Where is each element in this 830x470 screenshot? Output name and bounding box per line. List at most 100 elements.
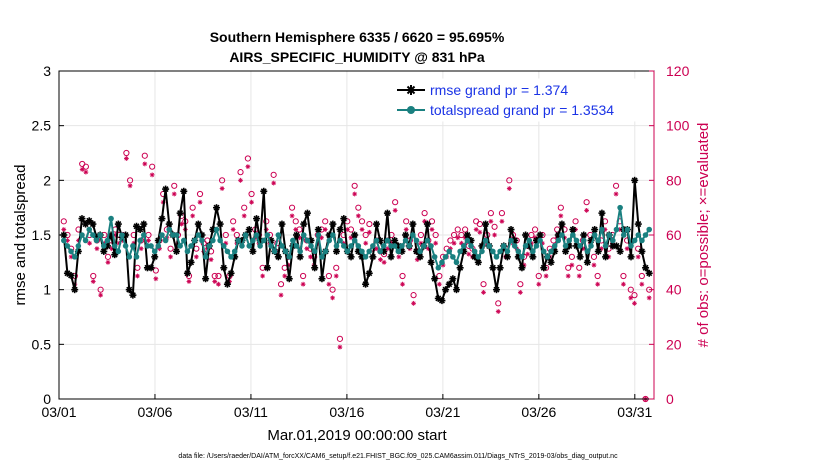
obs-possible-marker <box>612 182 620 189</box>
obs-evaluated-marker <box>138 246 144 252</box>
series-point-spread <box>151 248 158 255</box>
series-point-rmse <box>194 220 202 228</box>
obs-evaluated-marker <box>219 186 225 191</box>
obs-evaluated-marker <box>632 300 637 306</box>
obs-possible-marker <box>410 292 417 299</box>
obs-possible-marker <box>476 220 483 228</box>
obs-possible-marker <box>403 218 410 225</box>
series-point-rmse <box>362 280 370 288</box>
series-point-spread <box>100 243 107 249</box>
series-point-rmse <box>456 264 464 272</box>
series-point-rmse <box>387 253 395 261</box>
series-point-spread <box>450 254 456 260</box>
obs-evaluated-marker <box>355 213 361 219</box>
obs-evaluated-marker <box>595 281 601 287</box>
series-point-spread <box>166 226 173 233</box>
y-tick-label: 0 <box>43 391 51 407</box>
obs-possible-marker <box>82 163 89 170</box>
series-point-spread <box>482 237 489 244</box>
series-point-spread <box>217 237 223 244</box>
series-point-rmse <box>503 253 511 261</box>
series-point-rmse <box>438 297 446 305</box>
series-point-spread <box>595 237 602 244</box>
series-point-spread <box>239 243 245 249</box>
series-point-rmse <box>489 264 497 272</box>
series-point-spread <box>71 254 78 260</box>
series-point-spread <box>220 243 227 249</box>
obs-possible-marker <box>366 220 373 228</box>
obs-evaluated-marker <box>208 257 214 262</box>
series-point-spread <box>515 248 522 255</box>
series-point-rmse <box>562 247 570 255</box>
series-point-rmse <box>427 258 435 266</box>
series-point-spread <box>522 243 529 249</box>
obs-evaluated-marker <box>591 262 597 268</box>
obs-possible-marker <box>233 231 240 239</box>
series-point-spread <box>111 243 118 249</box>
obs-possible-marker <box>454 226 461 233</box>
series-point-spread <box>602 243 609 249</box>
series-point-spread <box>86 226 93 233</box>
obs-possible-marker <box>152 267 159 274</box>
series-point-rmse <box>71 286 79 294</box>
series-point-spread <box>275 232 282 238</box>
series-point-spread <box>228 254 234 260</box>
series-point-rmse <box>311 264 319 272</box>
series-point-spread <box>580 237 587 244</box>
obs-evaluated-marker <box>569 262 575 268</box>
series-point-rmse <box>158 215 166 223</box>
chart-subtitle: AIRS_SPECIFIC_HUMIDITY @ 831 hPa <box>229 49 485 65</box>
obs-evaluated-marker <box>322 227 328 232</box>
y2-tick-label: 100 <box>666 118 690 134</box>
y-tick-label: 1.5 <box>32 227 52 243</box>
legend: rmse grand pr = 1.374 totalspread grand … <box>391 78 651 122</box>
series-point-rmse <box>151 253 159 261</box>
series-point-spread <box>631 237 638 244</box>
obs-evaluated-marker <box>639 281 645 287</box>
series-point-rmse <box>631 176 639 184</box>
series-point-spread <box>570 232 576 238</box>
series-point-spread <box>537 237 543 244</box>
series-point-spread <box>417 248 423 255</box>
obs-possible-marker <box>517 281 524 288</box>
series-point-spread <box>588 243 594 249</box>
series-point-spread <box>370 243 376 249</box>
series-point-spread <box>410 232 416 238</box>
series-point-rmse <box>300 220 308 228</box>
series-point-rmse <box>162 185 170 193</box>
series-point-spread <box>399 243 405 249</box>
series-point-spread <box>260 237 267 244</box>
series-point-spread <box>497 248 503 255</box>
series-point-rmse <box>136 226 144 234</box>
series-point-spread <box>435 265 442 271</box>
series-point-spread <box>202 254 209 260</box>
obs-possible-marker <box>215 272 222 280</box>
obs-evaluated-marker <box>142 161 148 167</box>
series-point-spread <box>380 243 387 249</box>
obs-evaluated-marker <box>197 199 203 205</box>
series-point-spread <box>322 248 329 255</box>
series-point-spread <box>526 237 533 244</box>
obs-possible-marker <box>557 204 564 211</box>
obs-evaluated-marker <box>411 300 416 306</box>
obs-evaluated-marker <box>455 235 461 241</box>
series-point-rmse <box>540 264 548 272</box>
x-axis-ticks: 03/01 03/06 03/11 03/16 03/21 03/26 03/31 <box>41 394 653 420</box>
series-point-spread <box>148 243 154 249</box>
obs-possible-marker <box>362 231 369 239</box>
series-point-rmse <box>452 286 460 294</box>
series-point-rmse <box>449 275 457 283</box>
series-point-rmse <box>583 258 591 266</box>
series-point-spread <box>264 232 271 238</box>
obs-possible-marker <box>631 292 638 299</box>
obs-possible-marker <box>417 231 425 239</box>
series-point-rmse <box>369 253 377 261</box>
series-point-rmse <box>463 231 471 239</box>
y-axis-label: rmse and totalspread <box>12 165 29 306</box>
series-point-rmse <box>129 291 137 299</box>
series-point-spread <box>530 248 536 255</box>
obs-evaluated-marker <box>451 240 457 246</box>
obs-evaluated-marker <box>499 218 505 224</box>
series-point-spread <box>326 237 333 244</box>
series-point-rmse <box>216 220 224 228</box>
